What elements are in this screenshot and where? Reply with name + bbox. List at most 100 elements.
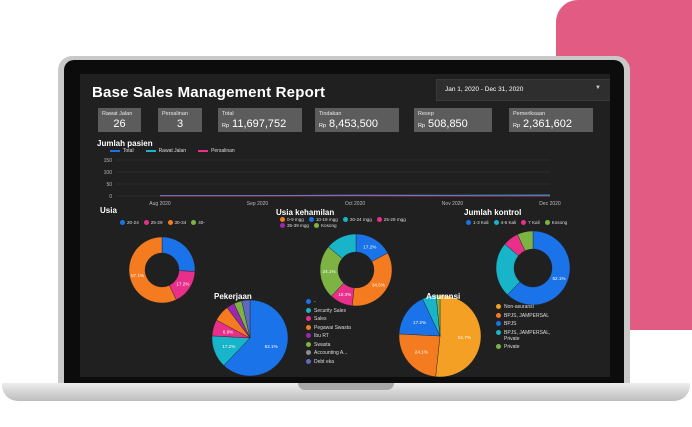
legend-label: Private (504, 344, 520, 350)
legend-item: Kosong (544, 220, 568, 225)
slice-1-3[interactable] (128, 236, 177, 304)
slice-2-4[interactable] (319, 246, 344, 297)
pekerjaan-legend: - Security Sales Sales Pegawai Swasta Ib… (306, 299, 351, 367)
jumlah-kontrol-title: Jumlah kontrol (464, 208, 522, 217)
slice-label: 17.2% (363, 244, 376, 249)
legend-dot (376, 217, 382, 222)
slice-3-4[interactable] (517, 230, 534, 252)
slice-5-2[interactable] (398, 333, 441, 377)
currency-label: Rp (418, 123, 426, 129)
chevron-down-icon: ▼ (595, 85, 601, 91)
legend-dot (167, 220, 173, 225)
legend-label: BPJS (504, 321, 517, 327)
slice-label: 10.3% (338, 292, 351, 297)
legend-label: 25-29 (150, 220, 163, 225)
legend-label: Kosong (551, 220, 568, 225)
pekerjaan-title: Pekerjaan (214, 292, 252, 301)
legend-item: 1-3 Kali (466, 220, 489, 225)
legend-dot (120, 220, 125, 225)
date-range-value: Jan 1, 2020 - Dec 31, 2020 (445, 86, 524, 93)
legend-dot (496, 344, 501, 349)
slice-4-5[interactable] (226, 303, 251, 339)
legend-label: 20-24 mgg (349, 217, 372, 222)
legend-item: 25-29 mgg (376, 217, 406, 222)
kpi-tindakan: Tindakan Rp 8,453,500 (315, 108, 399, 132)
asuransi-legend: Non-asuransi BPJS, JAMPERSAL BPJS BPJS, … (496, 304, 556, 353)
report-title: Base Sales Management Report (92, 84, 326, 101)
legend-label: Pegawai Swasta (314, 324, 351, 331)
slice-5-1[interactable] (435, 294, 482, 377)
slice-1-1[interactable] (161, 236, 196, 272)
legend-dot (496, 329, 501, 335)
legend-label: - (314, 299, 316, 305)
legend-label: 25-29 mgg (383, 217, 406, 222)
slice-5-4[interactable] (422, 294, 441, 337)
legend-item: 35-39 mgg (280, 223, 309, 228)
legend-item: 20-24 mgg (342, 217, 372, 222)
kpi-label: Rawat Jalan (102, 111, 133, 117)
slice-label: 17.2% (413, 320, 426, 325)
legend-label: 30-34 (174, 220, 187, 225)
slice-4-2[interactable] (211, 335, 251, 366)
slice-2-1[interactable] (355, 233, 389, 262)
legend-swatch (110, 150, 120, 152)
y-tick-label: 150 (104, 158, 113, 164)
legend-item: - (306, 299, 351, 305)
legend-item: Debt eka (306, 358, 351, 365)
currency-label: Rp (222, 123, 230, 129)
slice-4-4[interactable] (216, 307, 251, 339)
kpi-value: 8,453,500 (329, 118, 378, 130)
date-range-picker[interactable]: Jan 1, 2020 - Dec 31, 2020 ▼ (436, 79, 610, 101)
slice-4-3[interactable] (211, 319, 251, 339)
slice-label: 6.9% (223, 329, 233, 334)
legend-label: Debt eka (314, 358, 335, 365)
slice-4-6[interactable] (233, 300, 251, 339)
slice-label: 24.1% (323, 269, 336, 274)
legend-item: Ibu RT (306, 333, 351, 339)
slice-1-2[interactable] (169, 270, 196, 301)
asuransi-title: Asuransi (426, 292, 461, 301)
legend-label: BPJS, JAMPERSAL, Private (504, 329, 551, 342)
legend-label: Security Sales (314, 307, 346, 314)
slice-5-5[interactable] (435, 294, 441, 337)
legend-item: 40- (191, 220, 205, 225)
legend-label: BPJS, JAMPERSAL (504, 312, 550, 319)
legend-label: Kosong (320, 223, 337, 228)
x-tick-label: Aug 2020 (149, 201, 171, 207)
legend-item: Swasta (306, 341, 351, 348)
legend-dot (496, 312, 501, 318)
slice-3-2[interactable] (495, 243, 521, 296)
slice-5-3[interactable] (398, 298, 441, 337)
kpi-label: Total (222, 111, 234, 117)
slice-2-5[interactable] (328, 233, 357, 259)
laptop-base (2, 383, 690, 401)
slice-4-7[interactable] (241, 299, 251, 339)
legend-label: 40- (198, 220, 205, 225)
kpi-pemeriksaan: Pemeriksaan Rp 2,361,602 (509, 108, 593, 132)
slice-4-1[interactable] (223, 299, 289, 377)
slice-3-1[interactable] (507, 230, 571, 306)
kpi-value: 508,850 (428, 118, 468, 130)
y-tick-label: 50 (106, 182, 112, 188)
legend-label: Rawat Jalan (158, 148, 187, 154)
legend-dot (466, 220, 471, 225)
kpi-resep: Resep Rp 508,850 (414, 108, 492, 132)
legend-dot (306, 358, 311, 364)
legend-label: 10-19 mgg (315, 217, 338, 222)
x-tick-label: Dec 2020 (539, 201, 561, 207)
legend-item: Security Sales (306, 307, 351, 314)
slice-2-2[interactable] (351, 252, 393, 307)
legend-item-rawat-jalan[interactable]: Rawat Jalan (145, 148, 187, 154)
slice-3-3[interactable] (504, 234, 526, 256)
kpi-label: Pemeriksaan (513, 111, 546, 117)
legend-dot (280, 223, 285, 228)
legend-item: BPJS, JAMPERSAL, Private (496, 329, 556, 342)
x-tick-label: Nov 2020 (442, 201, 464, 207)
dashboard-screen: Base Sales Management Report Jan 1, 2020… (80, 74, 610, 377)
slice-label: 24.1% (415, 349, 428, 354)
legend-dot (521, 220, 527, 225)
x-tick-label: Sep 2020 (247, 201, 269, 207)
legend-item-persalinan[interactable]: Persalinan (198, 148, 235, 154)
legend-item-total[interactable]: Total (110, 148, 134, 154)
kpi-total: Total Rp 11,697,752 (218, 108, 302, 132)
